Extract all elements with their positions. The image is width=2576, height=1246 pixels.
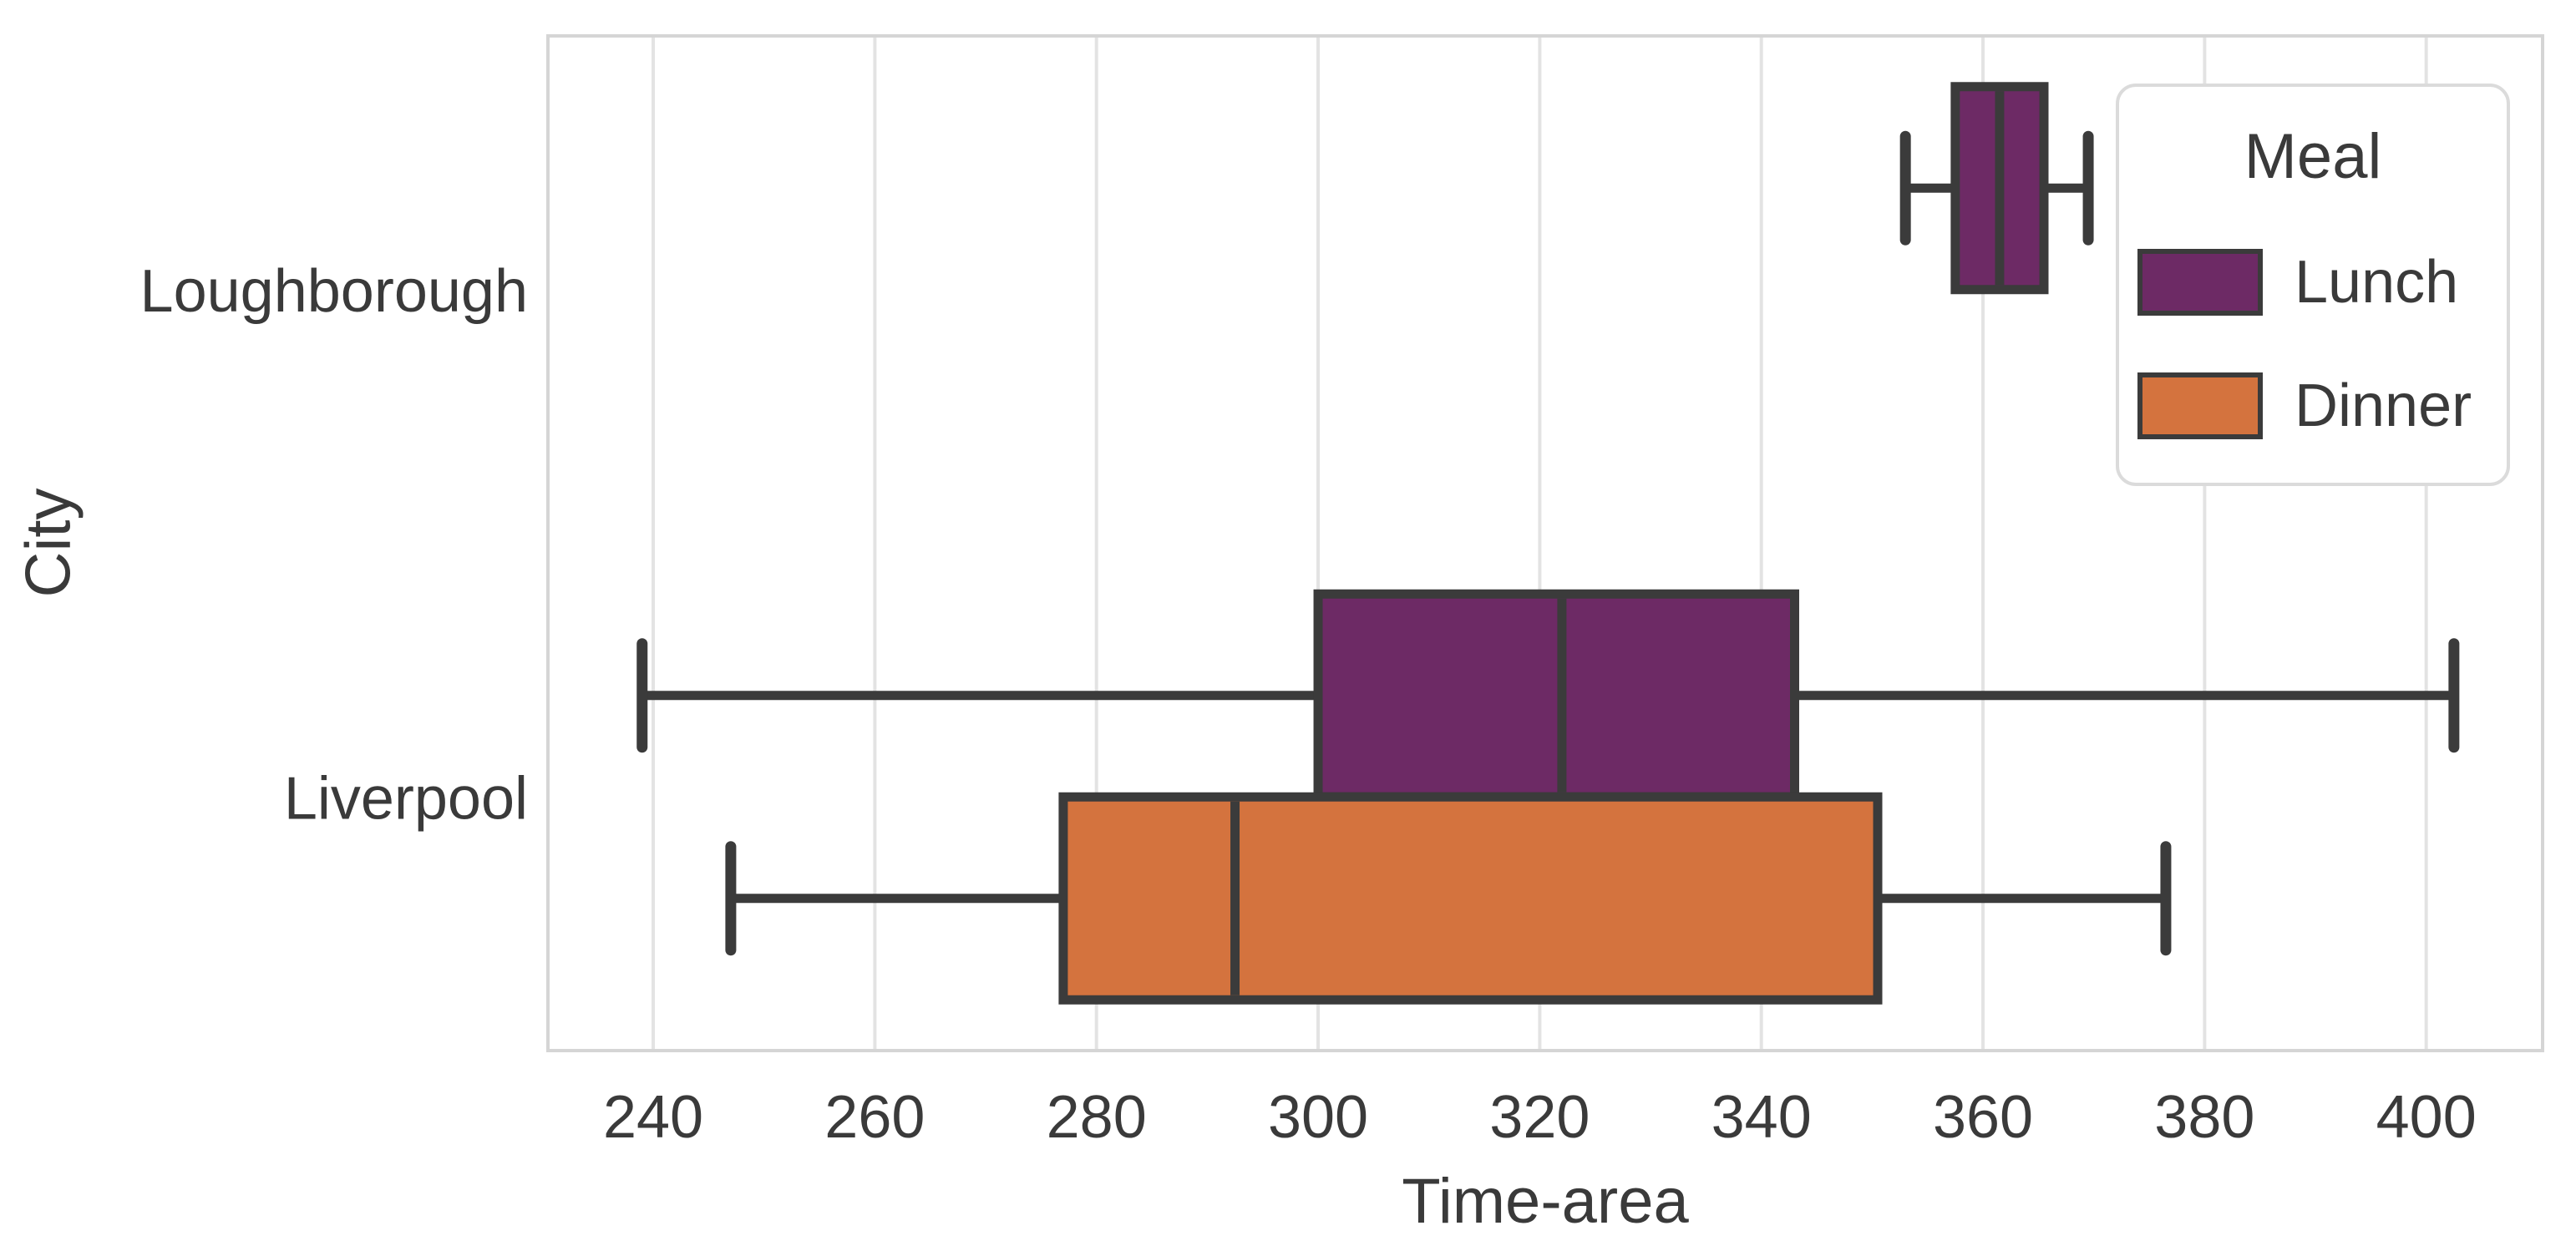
x-tick-label: 280 [1047,1084,1147,1151]
y-tick-label: Liverpool [284,765,528,832]
x-tick-label: 240 [603,1084,703,1151]
x-tick-label: 260 [824,1084,925,1151]
legend-label-dinner: Dinner [2295,372,2472,439]
x-axis-title: Time-area [1402,1166,1689,1237]
legend-label-lunch: Lunch [2295,249,2459,316]
x-tick-label: 300 [1268,1084,1368,1151]
legend: Meal Lunch Dinner [2116,84,2510,486]
box-lunch-liverpool [1313,589,1799,802]
legend-item-dinner: Dinner [2137,369,2472,443]
x-tick-label: 340 [1711,1084,1812,1151]
legend-item-lunch: Lunch [2137,246,2458,319]
lunch-color-swatch [2137,249,2263,316]
legend-title: Meal [2244,121,2382,192]
x-tick-label: 320 [1489,1084,1590,1151]
dinner-color-swatch [2137,372,2263,439]
y-tick-label: Loughborough [140,258,528,325]
axes-spines [546,34,2544,1052]
y-axis-title: City [13,488,84,598]
x-tick-label: 380 [2154,1084,2254,1151]
x-tick-label: 400 [2376,1084,2477,1151]
x-tick-label: 360 [1933,1084,2033,1151]
box-dinner-liverpool [1058,792,1883,1005]
